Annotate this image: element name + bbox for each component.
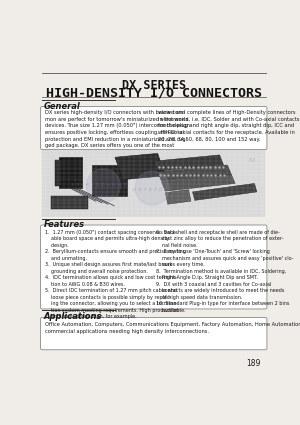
Polygon shape <box>55 159 61 186</box>
Polygon shape <box>115 153 165 180</box>
Polygon shape <box>193 184 257 200</box>
Polygon shape <box>154 155 224 171</box>
Text: DX series high-density I/O connectors with below com-
mon are perfect for tomorr: DX series high-density I/O connectors wi… <box>45 110 190 148</box>
Text: Features: Features <box>44 221 85 230</box>
Text: DX SERIES: DX SERIES <box>122 79 186 92</box>
Circle shape <box>135 171 169 205</box>
Text: Office Automation, Computers, Communications Equipment, Factory Automation, Home: Office Automation, Computers, Communicat… <box>45 322 300 334</box>
FancyBboxPatch shape <box>40 317 267 350</box>
Polygon shape <box>165 190 191 204</box>
Polygon shape <box>161 174 235 191</box>
Text: 189: 189 <box>246 359 261 368</box>
Text: ru: ru <box>248 157 256 163</box>
Polygon shape <box>52 196 88 209</box>
Text: varied and complete lines of High-Density connectors
in the world, i.e. IDC, Sol: varied and complete lines of High-Densit… <box>158 110 299 142</box>
Text: HIGH-DENSITY I/O CONNECTORS: HIGH-DENSITY I/O CONNECTORS <box>46 86 262 99</box>
Text: Applications: Applications <box>44 312 102 321</box>
Text: General: General <box>44 102 80 111</box>
Polygon shape <box>59 157 82 188</box>
FancyBboxPatch shape <box>40 106 267 150</box>
Text: 6.  Backshell and receptacle shell are made of die-
    cast zinc alloy to reduc: 6. Backshell and receptacle shell are ma… <box>156 230 294 313</box>
FancyBboxPatch shape <box>42 150 266 217</box>
Text: э л е к т р о н н ы й: э л е к т р о н н ы й <box>71 181 128 187</box>
FancyBboxPatch shape <box>40 225 267 309</box>
Polygon shape <box>158 165 231 181</box>
Polygon shape <box>92 165 127 196</box>
Text: к а т а л о г: к а т а л о г <box>133 187 167 192</box>
Circle shape <box>86 169 120 203</box>
Text: 1.  1.27 mm (0.050") contact spacing conserves valu-
    able board space and pe: 1. 1.27 mm (0.050") contact spacing cons… <box>45 230 186 320</box>
